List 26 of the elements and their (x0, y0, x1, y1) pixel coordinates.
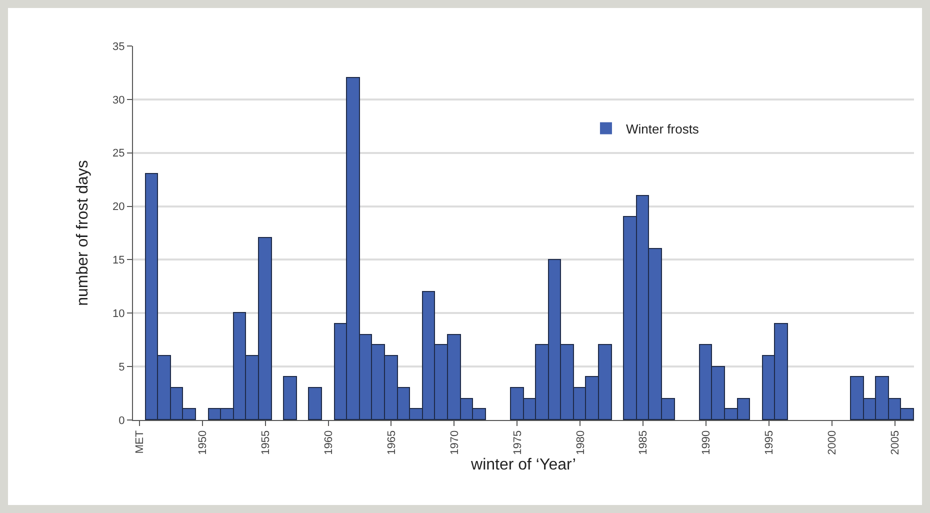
x-tick-label: 1990 (700, 430, 713, 455)
x-tick-label: 1965 (386, 430, 398, 455)
x-tick-label: 2000 (826, 430, 839, 455)
x-tick-label: MET (134, 430, 146, 454)
y-tick-label: 10 (112, 308, 125, 320)
x-tick-label: 1955 (260, 430, 272, 455)
bar (308, 387, 322, 420)
legend-label: Winter frosts (626, 121, 700, 136)
x-tick-label: 1995 (764, 430, 776, 455)
y-tick-label: 25 (112, 148, 125, 160)
y-tick-label: 20 (112, 201, 125, 214)
bar (283, 376, 297, 420)
x-tick-label: 1980 (574, 430, 587, 455)
y-tick-label: 35 (112, 40, 125, 53)
y-tick-label: 15 (112, 254, 125, 267)
x-tick-label: 1970 (448, 430, 461, 455)
x-tick-label: 1985 (638, 430, 650, 455)
x-tick-label: 1960 (322, 430, 335, 455)
x-axis-title: winter of ‘Year’ (470, 456, 576, 474)
y-axis-title: number of frost days (74, 160, 92, 306)
x-tick-label: 1975 (512, 430, 524, 455)
y-tick-label: 30 (112, 94, 125, 106)
x-tick-label: 1950 (196, 430, 209, 455)
y-tick-label: 5 (118, 361, 125, 374)
y-tick-label: 0 (118, 414, 125, 427)
x-tick-label: 2005 (890, 430, 902, 455)
